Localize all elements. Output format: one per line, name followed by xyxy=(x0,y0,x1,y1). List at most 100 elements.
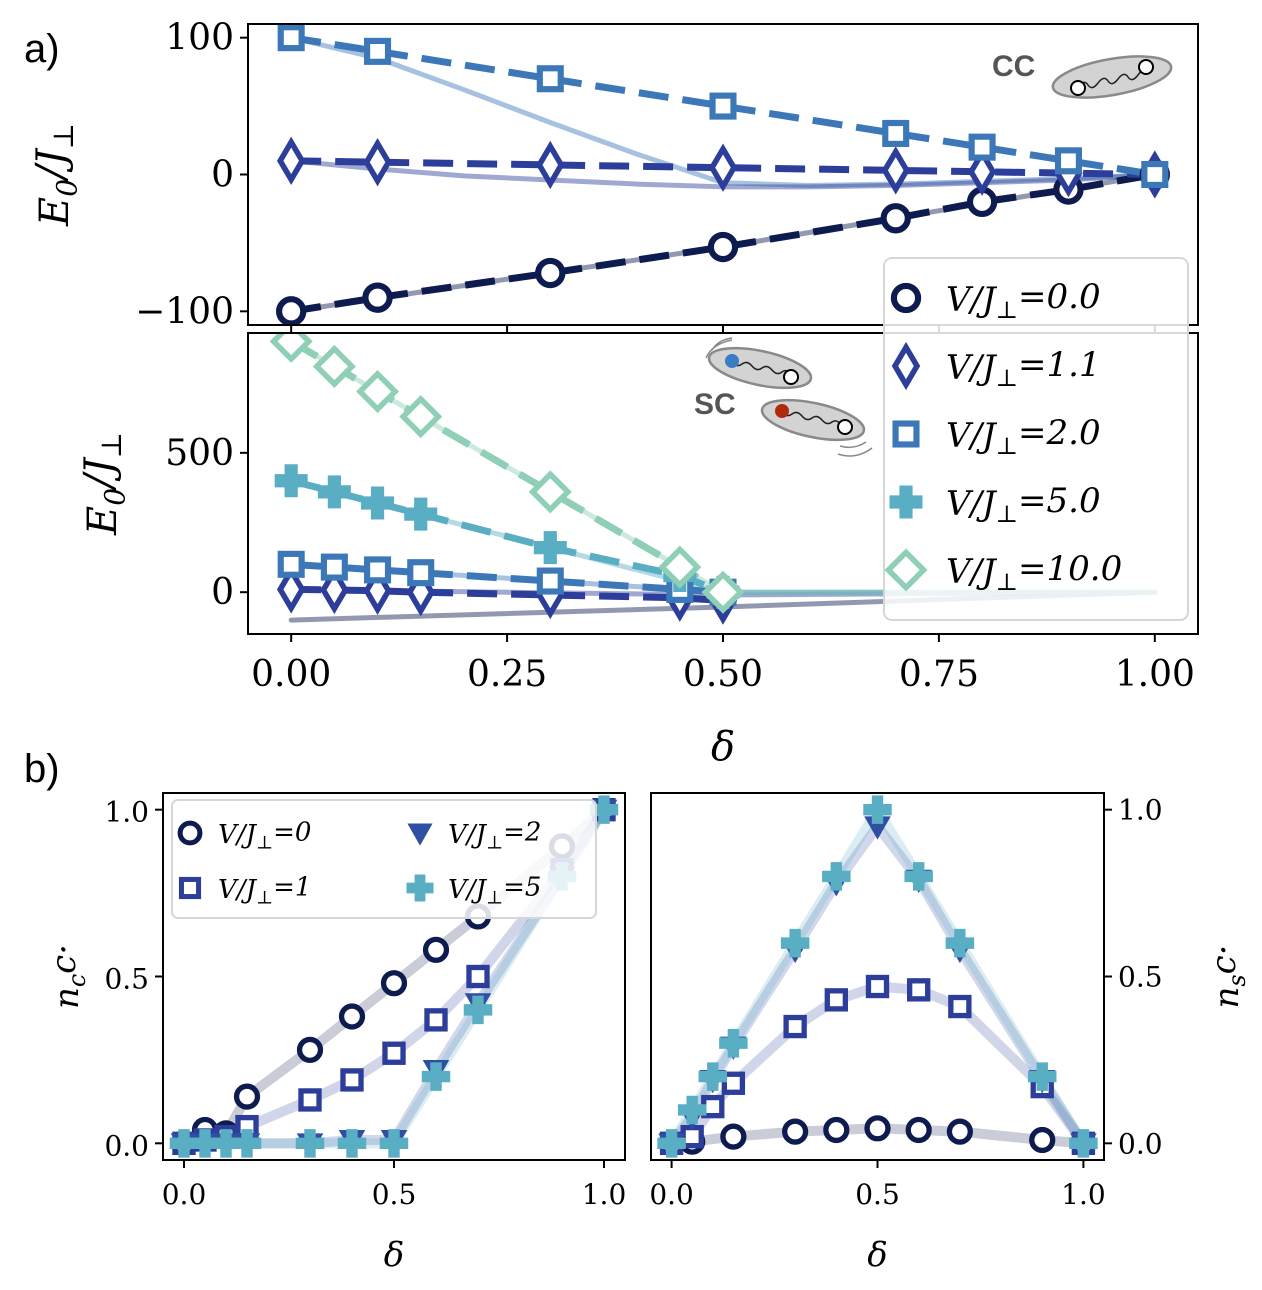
legend-b-marker xyxy=(178,876,202,900)
legend-b-label: V/J⊥=2 xyxy=(448,818,541,854)
b_right-series-0-point xyxy=(905,1116,932,1144)
a_bottom-series-3-point xyxy=(528,470,572,514)
b_left-xtick-label: 0.5 xyxy=(372,1178,417,1211)
b_right-series-1-point xyxy=(721,1071,746,1095)
a_top-series-2-point xyxy=(364,37,392,65)
b_left-series-0-point xyxy=(380,970,408,997)
a_top-series-0-point xyxy=(276,296,307,325)
inset-cc: CC xyxy=(992,50,1173,99)
b_left-series-3-point xyxy=(211,1129,241,1158)
b_right-series-3-point xyxy=(1069,1129,1098,1158)
b_right-series-3-point xyxy=(698,1062,728,1091)
a_bottom-xtick-label: 0.00 xyxy=(251,654,331,695)
b_right-series-3-point xyxy=(780,928,810,958)
b_right-ytick-label: 0.5 xyxy=(1118,961,1163,994)
a_bottom-series-2-point xyxy=(404,497,438,531)
b_right-series-1-point xyxy=(680,1124,704,1149)
legend-a-marker xyxy=(889,485,923,519)
b_left-series-1-point xyxy=(340,1068,364,1092)
legend-a-label: V/J⊥=5.0 xyxy=(946,481,1101,528)
b_right-xtick-label: 0.5 xyxy=(855,1178,900,1211)
legend-a: V/J⊥=0.0 V/J⊥=1.1 V/J⊥=2.0 V/J⊥=5.0 V/J⊥=10.… xyxy=(883,257,1189,621)
a_bottom-series-3-point xyxy=(356,370,400,414)
a_top-series-2-point xyxy=(536,65,564,93)
a_bottom-series-1-point xyxy=(364,556,392,584)
a_bottom-xtick-label: 0.50 xyxy=(683,654,763,695)
a_top-series-2-point xyxy=(968,133,996,161)
b_right-series-0-point xyxy=(864,1115,891,1142)
a_bottom-series-1-point xyxy=(277,550,305,578)
chart-b-right: 1.0 0.5 0.0 0.0 0.5 1.0 δ nsc· xyxy=(649,792,1251,1275)
inset-sc-particle-open-1 xyxy=(783,369,799,385)
b_left-ytick-label: 0.0 xyxy=(104,1129,149,1162)
a_bottom-xtick-label: 1.00 xyxy=(1115,654,1195,695)
b_right-xtick-label: 1.0 xyxy=(1061,1178,1106,1211)
a_bottom-xlabel: δ xyxy=(711,724,735,770)
a_top-series-1-point xyxy=(276,136,306,185)
b_left-series-1-point xyxy=(382,1041,406,1065)
a_bottom-series-2-point xyxy=(274,464,308,498)
a_bottom-series-2-point xyxy=(533,531,567,565)
a_top-series-2-point xyxy=(882,119,910,147)
a_top-series-0-point xyxy=(880,203,911,234)
b_left-series-1-point xyxy=(466,964,490,989)
a_top-series-1-point xyxy=(881,146,910,195)
b_right-ytick-label: 1.0 xyxy=(1118,794,1163,827)
a_top-ylabel: E0/J⊥ xyxy=(28,123,83,227)
b_right-series-3-point xyxy=(863,795,892,824)
b_right-series-0-point xyxy=(720,1123,747,1150)
legend-b-marker xyxy=(407,823,433,846)
a_top-series-0-point xyxy=(535,257,566,289)
legend-a-marker xyxy=(890,282,922,314)
a_bottom-xtick-label: 0.25 xyxy=(467,654,547,695)
inset-sc-bubble-2 xyxy=(760,398,866,442)
a_top-series-line-2 xyxy=(290,34,1156,178)
legend-a-label: V/J⊥=2.0 xyxy=(946,413,1101,460)
b_right-series-0-point xyxy=(823,1116,850,1144)
inset-sc-particle-red xyxy=(775,404,789,418)
legend-a-marker xyxy=(891,341,921,391)
inset-cc-label: CC xyxy=(992,50,1035,83)
b_right-series-3-point xyxy=(945,928,975,958)
a_bottom-ytick-label: 500 xyxy=(165,433,234,474)
b_right-series-3-point xyxy=(657,1129,686,1158)
a_top-series-0-point xyxy=(707,231,739,263)
b_left-series-0-point xyxy=(338,1003,366,1030)
b_right-series-0-point xyxy=(1029,1126,1056,1154)
a_bottom-series-3-point xyxy=(658,545,702,589)
inset-cc-particle-1 xyxy=(1070,80,1086,96)
b_right-xlabel: δ xyxy=(867,1235,887,1275)
b_left-series-3-point xyxy=(232,1129,262,1158)
legend-b-box xyxy=(171,799,597,919)
b_left-ylabel: ncc· xyxy=(44,944,91,1009)
a_top-series-2-point xyxy=(1054,147,1082,175)
a_bottom-series-2-point xyxy=(361,486,395,520)
a_bottom-series-1-point xyxy=(320,553,348,581)
inset-sc-spring-1 xyxy=(731,361,793,377)
inset-cc-particle-2 xyxy=(1138,59,1154,75)
b_right-series-1-point xyxy=(948,994,972,1019)
b_right-series-3-point xyxy=(719,1028,748,1058)
inset-sc-spring-2 xyxy=(781,411,845,429)
b_left-ytick-label: 1.0 xyxy=(104,796,149,829)
a_top-series-0-point xyxy=(362,282,393,313)
b_right-series-3-point xyxy=(1027,1062,1057,1091)
a_top-series-line-1 xyxy=(291,157,1155,178)
a_top-series-1-point xyxy=(967,147,997,196)
b_left-series-0-point xyxy=(233,1083,261,1110)
a_bottom-series-0-point xyxy=(276,565,306,614)
legend-b-label: V/J⊥=1 xyxy=(218,873,311,909)
b_left-series-1-point xyxy=(424,1008,448,1032)
b_left-xlabel: δ xyxy=(384,1235,404,1275)
b_right-ylabel: nsc· xyxy=(1204,945,1251,1009)
a_bottom-series-3-point xyxy=(701,570,745,614)
a_top-series-1-point xyxy=(708,143,738,192)
b_right-series-0-point xyxy=(946,1118,973,1145)
b_left-series-3-point xyxy=(295,1129,325,1158)
b_right-series-0-point xyxy=(782,1118,809,1145)
b_right-series-line-0 xyxy=(666,1123,1089,1149)
b_left-series-3-point xyxy=(379,1129,409,1158)
legend-a-label: V/J⊥=0.0 xyxy=(946,277,1101,324)
a_bottom-ylabel: E0/J⊥ xyxy=(76,432,131,536)
